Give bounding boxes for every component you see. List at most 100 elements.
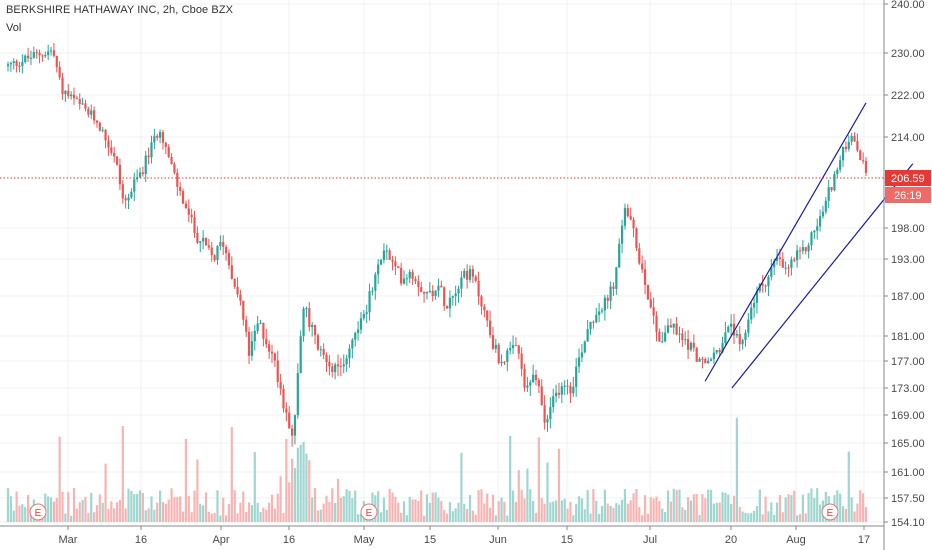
earnings-marker-icon[interactable]: [360, 503, 378, 521]
candle-body: [58, 67, 61, 78]
candle-body: [491, 335, 495, 349]
volume-bar: [666, 490, 670, 522]
candle-body: [78, 99, 81, 105]
volume-bar: [90, 492, 93, 522]
volume-bar: [560, 500, 563, 522]
candle-body: [153, 135, 156, 143]
candle-body: [534, 374, 538, 381]
candle-body: [661, 341, 664, 343]
volume-bar: [408, 496, 411, 522]
volume-bar: [552, 501, 555, 522]
volume-bar: [793, 490, 796, 522]
volume-bar: [61, 491, 64, 522]
volume-bar: [256, 502, 259, 522]
price-tick-label: 240.00: [891, 0, 925, 11]
candle-body: [787, 267, 790, 269]
candle-body: [741, 340, 744, 345]
earnings-marker-icon[interactable]: [821, 503, 839, 521]
channel-lower-line: [731, 163, 914, 389]
candle-body: [801, 247, 804, 251]
volume-bar: [543, 503, 546, 522]
time-tick-label: May: [354, 534, 375, 546]
volume-bar: [818, 504, 822, 522]
candle-body: [620, 225, 624, 244]
candle-body: [276, 360, 279, 383]
candle-body: [807, 245, 810, 252]
candle-body: [592, 321, 595, 323]
volume-bar: [253, 452, 256, 522]
candle-body: [92, 110, 96, 121]
earnings-marker-icon[interactable]: [29, 503, 47, 521]
volume-bar: [104, 463, 107, 522]
volume-bar: [460, 452, 463, 522]
volume-bar: [276, 493, 279, 522]
candle-body: [790, 259, 793, 268]
candle-body: [454, 293, 457, 297]
candle-body: [422, 291, 426, 294]
volume-bar: [161, 502, 165, 522]
candle-body: [552, 396, 555, 408]
candle-body: [402, 278, 406, 284]
volume-bar: [75, 508, 78, 522]
candle-body: [715, 349, 718, 353]
candle-body: [775, 257, 779, 261]
price-tick-label: 230.00: [891, 48, 925, 60]
volume-bar: [305, 453, 308, 522]
candle-body: [514, 345, 518, 347]
volume-bar: [491, 494, 495, 522]
time-axis[interactable]: Mar 16 Apr 16 May 15 Jun 15 Jul 20 Aug 17: [0, 525, 884, 546]
candle-body: [586, 329, 589, 342]
candle-body: [158, 132, 162, 138]
candle-body: [755, 291, 759, 303]
volume-bar: [661, 508, 664, 522]
candle-body: [836, 169, 839, 175]
candle-body: [98, 122, 101, 131]
volume-bar: [468, 495, 472, 522]
price-axis[interactable]: 240.00 230.00 222.00 214.00 198.00 193.00 187.…: [883, 0, 931, 550]
volume-bar: [150, 496, 153, 522]
volume-bar: [600, 505, 604, 522]
volume-bar: [18, 505, 21, 522]
candle-body: [270, 351, 274, 354]
candle-body: [190, 214, 193, 218]
channel-upper-line: [704, 102, 867, 382]
candle-body: [417, 281, 420, 288]
candle-body: [216, 246, 219, 261]
volume-bar: [216, 490, 219, 522]
volume-bar: [816, 488, 819, 522]
countdown-label: 26:19: [894, 190, 922, 202]
volume-bar: [781, 512, 784, 522]
candle-body: [638, 248, 641, 264]
volume-bar: [64, 513, 67, 522]
volume-bar: [379, 512, 383, 522]
price-tick-label: 177.00: [891, 356, 925, 368]
candle-body: [511, 345, 515, 349]
price-tick-label: 193.00: [891, 254, 925, 266]
price-tick-label: 181.00: [891, 331, 925, 343]
volume-bar: [715, 502, 718, 522]
volume-bar: [681, 507, 684, 522]
volume-bar: [709, 489, 713, 522]
candle-body: [196, 232, 199, 243]
volume-bar: [488, 507, 492, 522]
volume-bar: [589, 513, 592, 522]
candle-body: [451, 296, 454, 298]
candle-body: [730, 323, 733, 327]
candle-body: [259, 322, 262, 324]
candle-body: [480, 296, 483, 307]
volume-bar: [701, 494, 704, 522]
volume-bar: [752, 510, 756, 522]
candle-body: [408, 271, 411, 279]
candle-body: [773, 260, 776, 268]
volume-bar: [529, 489, 532, 522]
candle-body: [262, 322, 265, 339]
volume-bar: [463, 503, 466, 522]
candle-body: [804, 247, 807, 252]
volume-bar: [348, 490, 351, 522]
volume-bar: [331, 488, 334, 522]
candle-body: [81, 103, 84, 105]
candle-body: [12, 61, 15, 64]
channel-lines: [704, 102, 914, 389]
